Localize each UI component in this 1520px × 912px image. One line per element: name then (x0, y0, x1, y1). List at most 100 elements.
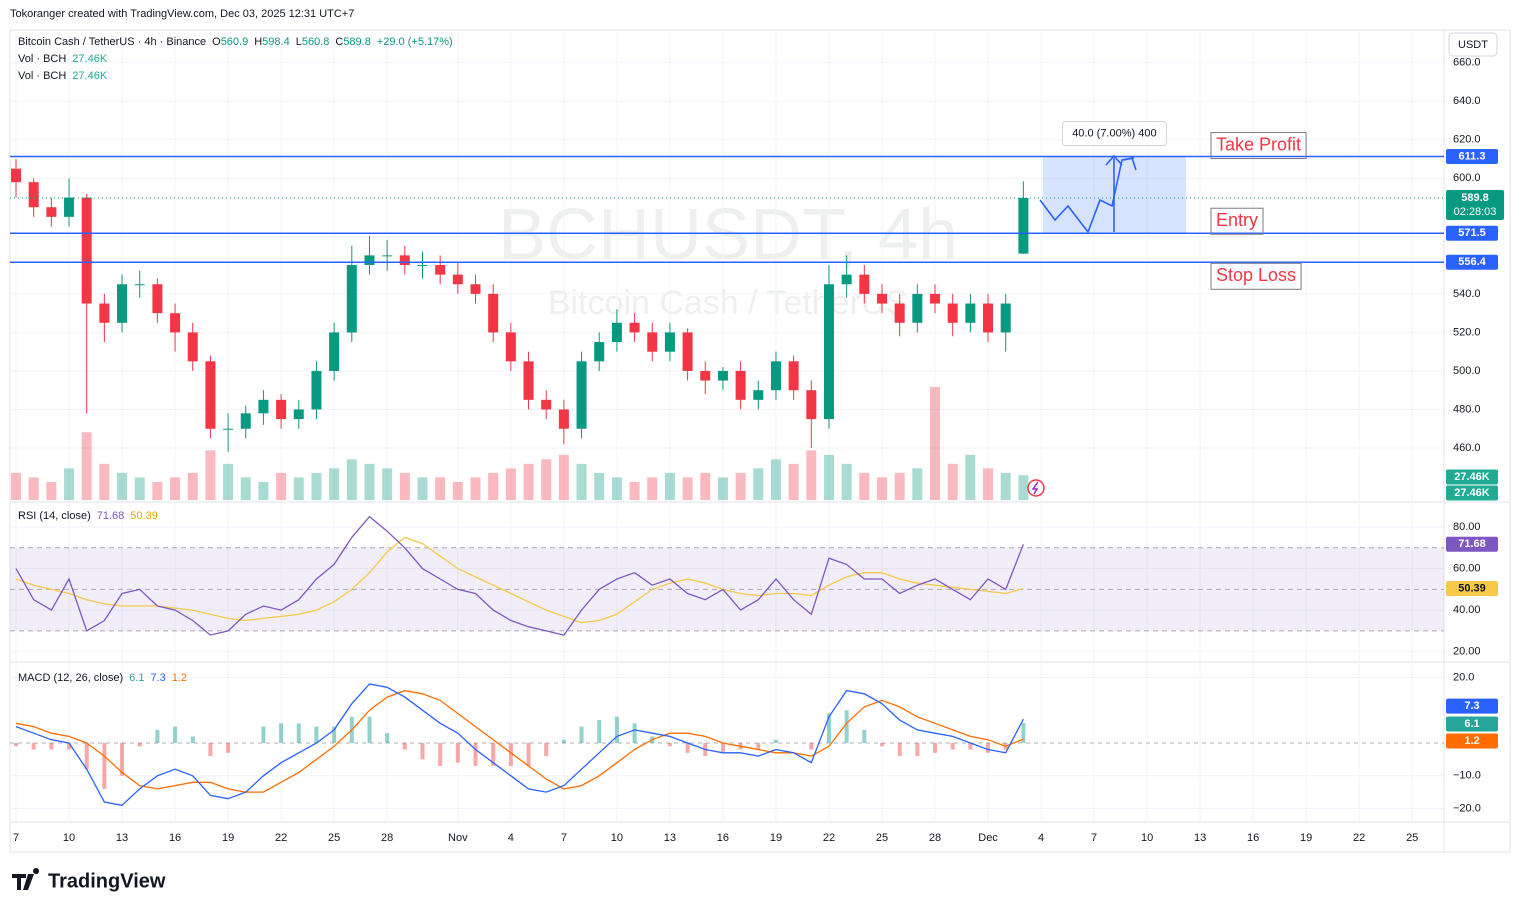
histogram-bar (420, 742, 425, 760)
level-tag-bg (1446, 149, 1498, 165)
y-tick-label: 80.00 (1453, 521, 1481, 533)
x-tick-label: 4 (1038, 832, 1044, 844)
histogram-bar (879, 742, 884, 747)
event-bolt (1031, 481, 1039, 495)
arrow-head (1123, 157, 1137, 171)
candle-body (64, 197, 75, 217)
candle-body (682, 332, 693, 371)
volume-bar (770, 459, 781, 500)
legend-item: H (254, 36, 262, 48)
y-tick-label: −10.0 (1453, 770, 1481, 782)
histogram-bar (526, 742, 531, 766)
candle-body (329, 332, 340, 371)
legend-item: RSI (14, close) (18, 510, 91, 522)
x-tick-label: 10 (611, 832, 623, 844)
macd-tag: 7.3 (1464, 700, 1479, 712)
histogram-bar (614, 716, 619, 743)
histogram-bar (986, 742, 991, 753)
volume-bar (205, 450, 216, 500)
legend-item: Vol · BCH (18, 53, 66, 65)
legend: RSI (14, close) 71.68 50.39 (18, 510, 158, 522)
indicator-line (15, 683, 1024, 806)
candle-body (983, 303, 994, 333)
candle-body (647, 332, 658, 352)
x-tick-label: 7 (561, 832, 567, 844)
candle-body (276, 399, 287, 420)
histogram-bar (897, 742, 902, 757)
histogram-bar (226, 742, 231, 753)
x-tick-label: 16 (169, 832, 181, 844)
histogram-bar (14, 742, 19, 747)
volume-bar (505, 468, 516, 500)
histogram-bar (491, 742, 496, 766)
volume-bar (983, 468, 994, 500)
x-tick-label: 19 (770, 832, 782, 844)
legend-item: 589.8 (343, 36, 371, 48)
candle-body (452, 274, 463, 285)
histogram-bar (632, 723, 637, 743)
histogram-bar (915, 742, 920, 757)
candle-body (99, 303, 110, 323)
histogram-bar (597, 720, 602, 743)
volume-bar (470, 477, 481, 500)
legend: Vol · BCH 27.46K (18, 70, 108, 82)
y-tick-label: 40.00 (1453, 604, 1481, 616)
volume-bar (99, 463, 110, 500)
rsi-ma-tag-bg (1446, 581, 1498, 597)
x-tick-label: 13 (664, 832, 676, 844)
legend-item: 71.68 (97, 510, 125, 522)
x-tick-label: 7 (13, 832, 19, 844)
legend-item: Vol · BCH (18, 70, 66, 82)
frame (9, 29, 1511, 853)
x-tick-label: 4 (508, 832, 514, 844)
legend-item: 560.9 (221, 36, 249, 48)
candle-body (594, 342, 605, 362)
volume-bar (276, 472, 287, 500)
x-tick-label: 13 (116, 832, 128, 844)
histogram-bar (155, 729, 160, 743)
legend-item: C (335, 36, 343, 48)
legend-item: L (296, 36, 302, 48)
macd-tag-bg (1446, 698, 1498, 714)
volume-bar (611, 477, 622, 500)
level-label-box (1210, 262, 1302, 290)
legend-item: 7.3 (150, 672, 165, 684)
volume-bar (682, 477, 693, 500)
level-tag: 556.4 (1458, 256, 1486, 268)
x-tick-label: 19 (1300, 832, 1312, 844)
volume-bar (488, 472, 499, 500)
volume-bar (187, 472, 198, 500)
x-tick-label: 16 (1247, 832, 1259, 844)
candle-body (258, 399, 269, 414)
volume-bar (382, 468, 393, 500)
candle-body (152, 284, 163, 314)
candle-body (187, 332, 198, 362)
volume-bar (64, 468, 75, 500)
candle-body (28, 182, 39, 208)
legend-item: 560.8 (302, 36, 330, 48)
legend: Bitcoin Cash / TetherUS · 4h · Binance O5… (18, 36, 453, 48)
candle-body (859, 274, 870, 294)
event-icon[interactable] (1027, 479, 1045, 497)
arrow-head (1105, 154, 1123, 166)
histogram-bar (296, 723, 301, 743)
histogram-bar (968, 742, 973, 750)
currency[interactable]: USDT (1458, 39, 1488, 51)
x-tick-label: 22 (275, 832, 287, 844)
volume-bar (346, 459, 357, 500)
volume-bar (223, 463, 234, 500)
candle-body (788, 361, 799, 391)
histogram-bar (667, 742, 672, 747)
volume-bar (364, 463, 375, 500)
candle-body (700, 370, 711, 381)
histogram-bar (261, 726, 266, 743)
x-tick-label: Dec (978, 832, 998, 844)
currency-button[interactable] (1448, 32, 1498, 57)
volume-bar (1000, 472, 1011, 500)
volume-bar (399, 472, 410, 500)
candle-body (1000, 303, 1011, 333)
volume-bar (806, 450, 817, 500)
histogram-bar (455, 742, 460, 763)
position-label: 40.0 (7.00%) 400 (1072, 127, 1156, 139)
